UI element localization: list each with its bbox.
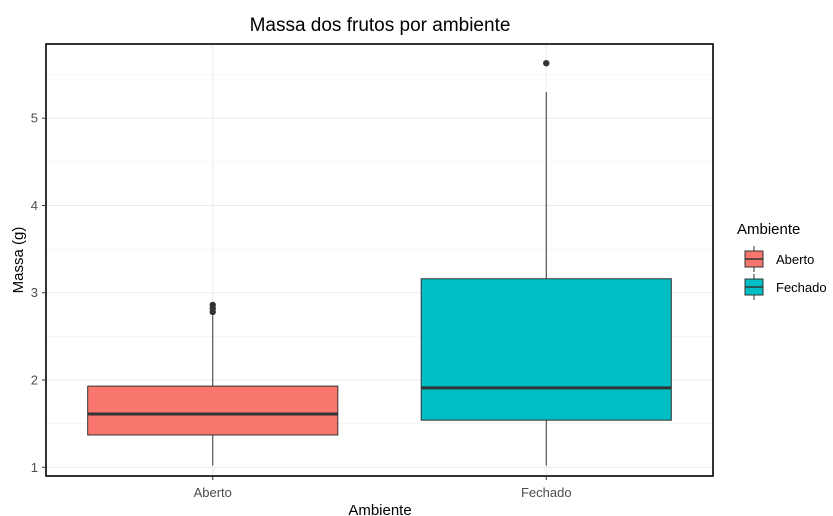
legend-title: Ambiente [737,221,800,238]
x-tick-label: Fechado [521,485,572,500]
y-tick-label: 3 [31,285,38,300]
outlier-point [209,301,216,309]
box-fechado [420,60,672,466]
box-aberto [87,301,339,466]
x-axis-title: Ambiente [348,502,411,516]
legend-label: Fechado [776,280,827,295]
box-iqr [87,385,339,436]
legend-item-aberto: Aberto [744,246,814,272]
boxes-layer [87,60,672,466]
y-tick-label: 2 [31,373,38,388]
y-tick-label: 4 [31,198,38,213]
y-tick-label: 5 [31,111,38,126]
y-axis: 1 2 3 4 5 [31,111,46,475]
x-axis: Aberto Fechado [194,476,572,500]
legend: Ambiente Aberto Fechado [737,221,827,300]
x-tick-label: Aberto [194,485,232,500]
box-iqr [420,278,672,421]
chart-title: Massa dos frutos por ambiente [250,15,511,36]
y-tick-label: 1 [31,460,38,475]
y-axis-title: Massa (g) [10,227,27,294]
outlier-point [543,60,550,67]
plot-panel-border [45,43,714,477]
legend-label: Aberto [776,252,814,267]
legend-item-fechado: Fechado [744,274,827,300]
